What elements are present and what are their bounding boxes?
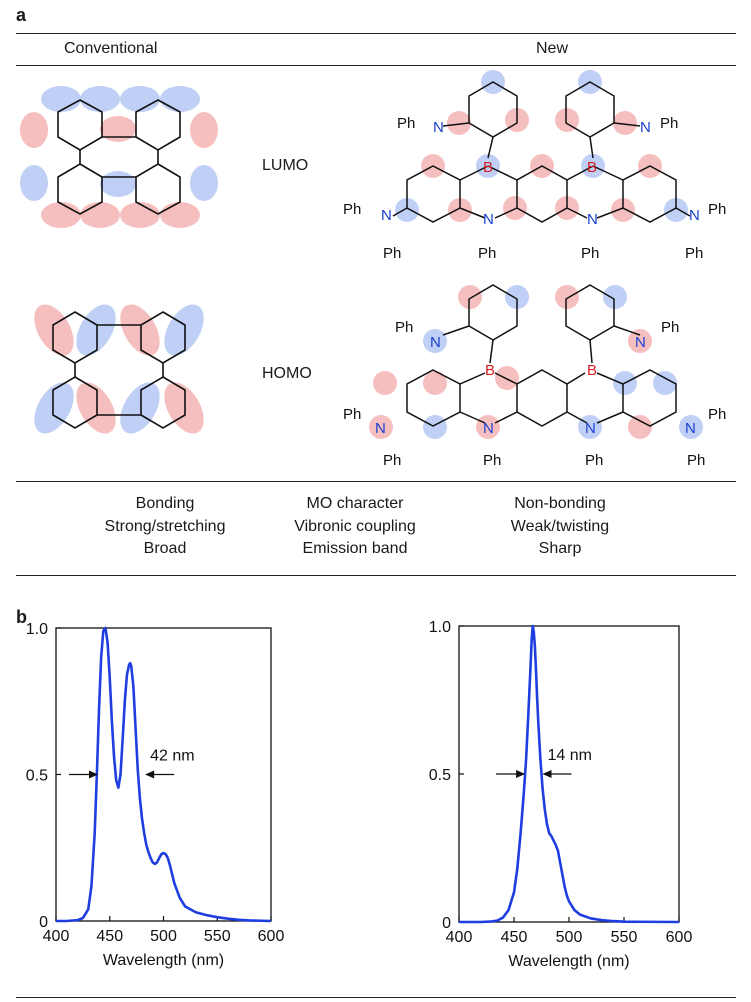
boron-atom-4: B: [587, 362, 597, 379]
boron-atom-1: B: [483, 159, 493, 176]
x-tick-label: 400: [43, 928, 70, 945]
fwhm-arrowhead-right: [145, 770, 155, 779]
phenyl-label-7: Ph: [581, 245, 599, 262]
fwhm-arrowhead-left: [89, 770, 98, 779]
nitrogen-atom-7: N: [430, 334, 441, 351]
x-axis-label: Wavelength (nm): [103, 952, 224, 969]
phenyl-label-1: Ph: [397, 115, 415, 132]
y-tick-label: 1.0: [26, 621, 48, 638]
phenyl-label-2: Ph: [660, 115, 678, 132]
nitrogen-atom-6: N: [689, 207, 700, 224]
phenyl-label-4: Ph: [708, 201, 726, 218]
conventional-prop-3: Broad: [143, 540, 187, 557]
fwhm-annotation: 14 nm: [548, 747, 592, 764]
fwhm-arrowhead-left: [516, 770, 526, 778]
nitrogen-atom-1: N: [433, 119, 444, 136]
x-tick-label: 450: [96, 928, 123, 945]
homo-label: HOMO: [262, 365, 312, 382]
y-tick-label: 0: [39, 914, 48, 931]
x-tick-label: 550: [611, 929, 638, 946]
x-axis-label: Wavelength (nm): [508, 953, 629, 970]
phenyl-label-5: Ph: [383, 245, 401, 262]
y-tick-label: 1.0: [429, 619, 451, 636]
property-name-2: Vibronic coupling: [294, 517, 416, 535]
orbital-lobes: [369, 285, 703, 439]
panel-a-letter: a: [16, 5, 27, 25]
boron-atom-2: B: [587, 159, 597, 176]
phenyl-label-14: Ph: [483, 452, 501, 469]
top-rule: [16, 33, 736, 34]
orbital-lobes: [20, 86, 218, 228]
nitrogen-atom-8: N: [635, 334, 646, 351]
y-tick-label: 0.5: [429, 767, 451, 784]
phenyl-label-11: Ph: [343, 406, 361, 423]
boron-atom-3: B: [485, 362, 495, 379]
dabna-skeleton: [392, 81, 691, 223]
nitrogen-atom-5: N: [381, 207, 392, 224]
orbital-lobes: [34, 304, 204, 434]
new-prop-3: Sharp: [538, 540, 582, 557]
x-tick-label: 500: [556, 929, 583, 946]
new-properties: Non-bonding Weak/twisting Sharp: [480, 493, 640, 561]
phenyl-label-16: Ph: [687, 452, 705, 469]
new-homo-structure: B B N N N N N N Ph Ph Ph Ph Ph Ph Ph Ph: [343, 284, 726, 469]
x-tick-label: 600: [258, 928, 285, 945]
fwhm-annotation: 42 nm: [150, 748, 194, 765]
new-prop-2: Weak/twisting: [510, 517, 610, 535]
bottom-rule: [16, 997, 736, 998]
property-name-3: Emission band: [302, 540, 408, 557]
nitrogen-atom-9: N: [483, 420, 494, 437]
nitrogen-atom-11: N: [375, 420, 386, 437]
phenyl-label-8: Ph: [685, 245, 703, 262]
y-tick-label: 0.5: [26, 768, 48, 785]
property-name-1: MO character: [306, 495, 404, 512]
nitrogen-atom-12: N: [685, 420, 696, 437]
phenyl-label-9: Ph: [395, 319, 413, 336]
new-prop-1: Non-bonding: [514, 495, 606, 512]
conventional-prop-1: Bonding: [135, 495, 195, 512]
phenyl-label-15: Ph: [585, 452, 603, 469]
x-tick-label: 550: [204, 928, 231, 945]
header-new: New: [536, 40, 569, 57]
fwhm-arrowhead-right: [542, 770, 552, 778]
y-tick-label: 0: [442, 915, 451, 932]
x-tick-label: 450: [501, 929, 528, 946]
panel-b-letter: b: [16, 607, 27, 627]
x-tick-label: 400: [446, 929, 473, 946]
nitrogen-atom-10: N: [585, 420, 596, 437]
phenyl-label-10: Ph: [661, 319, 679, 336]
header-rule: [16, 65, 736, 66]
nitrogen-atom-2: N: [640, 119, 651, 136]
phenyl-label-13: Ph: [383, 452, 401, 469]
orbital-lobes: [395, 70, 688, 222]
spectrum-chart-new: 400 450 500 550 600 0 0.5 1.0 Wavelength (nm) 14 …: [429, 619, 693, 970]
header-conventional: Conventional: [64, 40, 158, 57]
perylene-skeleton: [52, 311, 186, 429]
panel-a-bottom-rule: [16, 575, 736, 576]
spectrum-line: [459, 624, 680, 924]
spectrum-chart-conventional: 400 450 500 550 600 0 0.5 1.0 Wavelength (nm) 42 …: [26, 621, 285, 969]
dabna-skeleton: [406, 284, 677, 427]
new-lumo-structure: B B N N N N N N Ph Ph Ph Ph Ph Ph Ph Ph: [343, 70, 726, 262]
conventional-prop-2: Strong/stretching: [104, 517, 226, 535]
nitrogen-atom-4: N: [587, 211, 598, 228]
lumo-label: LUMO: [262, 157, 309, 174]
x-tick-label: 600: [666, 929, 693, 946]
properties-top-rule: [16, 481, 736, 482]
conventional-homo-structure: [34, 304, 204, 434]
spectrum-line: [56, 626, 272, 923]
conventional-properties: Bonding Strong/stretching Broad: [80, 493, 250, 561]
x-tick-label: 500: [150, 928, 177, 945]
phenyl-label-6: Ph: [478, 245, 496, 262]
phenyl-label-12: Ph: [708, 406, 726, 423]
perylene-skeleton: [57, 99, 181, 215]
phenyl-label-3: Ph: [343, 201, 361, 218]
conventional-lumo-structure: [20, 86, 218, 228]
nitrogen-atom-3: N: [483, 211, 494, 228]
property-names: MO character Vibronic coupling Emission …: [265, 493, 445, 561]
